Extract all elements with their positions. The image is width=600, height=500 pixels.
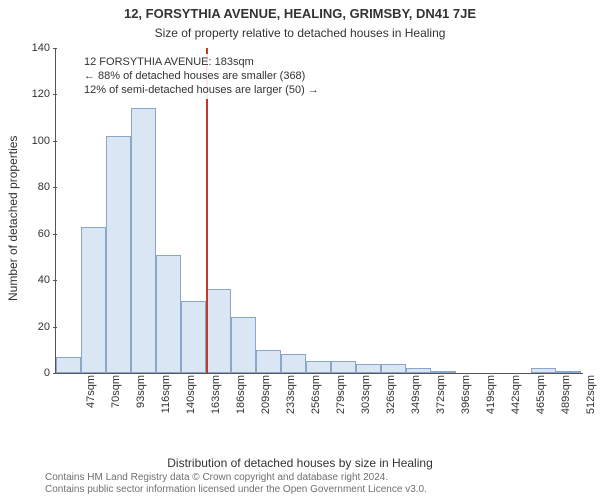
x-tick: 186sqm bbox=[233, 375, 247, 415]
x-tick: 116sqm bbox=[158, 375, 172, 415]
x-tick: 233sqm bbox=[283, 375, 297, 415]
x-tick: 303sqm bbox=[358, 375, 372, 415]
bar bbox=[556, 371, 581, 373]
footer-line: Contains public sector information licen… bbox=[45, 484, 427, 496]
chart-container: { "chart": { "type": "histogram", "title… bbox=[0, 0, 600, 500]
x-tick: 489sqm bbox=[558, 375, 572, 415]
x-tick: 279sqm bbox=[333, 375, 347, 415]
x-tick: 140sqm bbox=[183, 375, 197, 415]
bar bbox=[56, 357, 81, 373]
y-tick: 20 bbox=[38, 321, 56, 333]
footer-line: Contains HM Land Registry data © Crown c… bbox=[45, 472, 427, 484]
x-tick: 326sqm bbox=[383, 375, 397, 415]
bar bbox=[531, 368, 556, 373]
x-tick: 349sqm bbox=[408, 375, 422, 415]
bar bbox=[306, 361, 331, 373]
bar bbox=[281, 354, 306, 373]
bar bbox=[406, 368, 431, 373]
annotation-line: 12 FORSYTHIA AVENUE: 183sqm bbox=[84, 56, 319, 70]
y-tick: 40 bbox=[38, 274, 56, 286]
y-tick: 60 bbox=[38, 228, 56, 240]
y-tick: 80 bbox=[38, 181, 56, 193]
x-tick: 442sqm bbox=[508, 375, 522, 415]
plot-area: 12 FORSYTHIA AVENUE: 183sqm← 88% of deta… bbox=[55, 48, 581, 374]
annotation-line: 12% of semi-detached houses are larger (… bbox=[84, 84, 319, 98]
bar bbox=[256, 350, 281, 373]
x-tick: 396sqm bbox=[458, 375, 472, 415]
bar bbox=[131, 108, 156, 373]
bar bbox=[181, 301, 206, 373]
bar bbox=[431, 371, 456, 373]
x-tick: 70sqm bbox=[108, 375, 122, 415]
x-tick: 93sqm bbox=[133, 375, 147, 415]
bar bbox=[206, 289, 231, 373]
bar bbox=[106, 136, 131, 373]
x-tick: 512sqm bbox=[583, 375, 597, 415]
x-tick: 209sqm bbox=[258, 375, 272, 415]
y-tick: 140 bbox=[32, 42, 56, 54]
y-tick: 0 bbox=[44, 367, 56, 379]
x-axis-label: Distribution of detached houses by size … bbox=[0, 456, 600, 470]
bar bbox=[356, 364, 381, 373]
y-axis-label: Number of detached properties bbox=[6, 135, 20, 300]
bar bbox=[331, 361, 356, 373]
y-tick: 120 bbox=[32, 88, 56, 100]
x-tick: 372sqm bbox=[433, 375, 447, 415]
footer-attribution: Contains HM Land Registry data © Crown c… bbox=[45, 472, 427, 496]
x-tick: 47sqm bbox=[83, 375, 97, 415]
x-tick: 465sqm bbox=[533, 375, 547, 415]
bar bbox=[381, 364, 406, 373]
bar bbox=[156, 255, 181, 373]
chart-title: 12, FORSYTHIA AVENUE, HEALING, GRIMSBY, … bbox=[0, 6, 600, 21]
x-tick: 419sqm bbox=[483, 375, 497, 415]
y-tick: 100 bbox=[32, 135, 56, 147]
annotation-line: ← 88% of detached houses are smaller (36… bbox=[84, 70, 319, 84]
bar bbox=[81, 227, 106, 373]
x-tick: 256sqm bbox=[308, 375, 322, 415]
annotation-box: 12 FORSYTHIA AVENUE: 183sqm← 88% of deta… bbox=[80, 54, 323, 99]
chart-subtitle: Size of property relative to detached ho… bbox=[0, 26, 600, 40]
x-tick: 163sqm bbox=[208, 375, 222, 415]
bar bbox=[231, 317, 256, 373]
